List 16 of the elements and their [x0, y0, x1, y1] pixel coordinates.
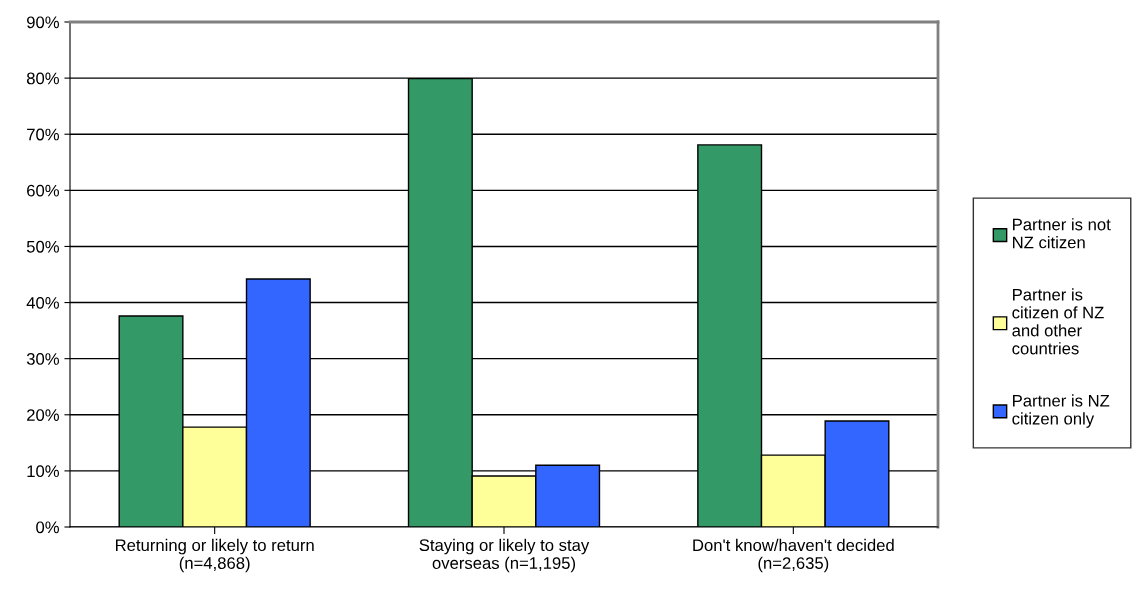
- y-tick-label: 80%: [26, 72, 59, 85]
- y-tick-label: 20%: [27, 409, 59, 421]
- y-tick-label: 70%: [27, 128, 59, 141]
- y-tick-label: 30%: [26, 353, 59, 365]
- y-tick-label: 10%: [27, 465, 59, 478]
- x-tick-label: Staying or likely to stay overseas (n=1,195): [419, 538, 590, 573]
- y-tick-label: 60%: [27, 184, 59, 197]
- y-tick-label: 0%: [36, 521, 59, 534]
- y-tick-label: 90%: [27, 16, 59, 29]
- legend-label: Partner is citizen of NZ and other countries: [1012, 288, 1104, 355]
- y-tick-label: 40%: [26, 296, 59, 309]
- y-tick-label: 50%: [26, 240, 59, 253]
- x-tick-label: Returning or likely to return (n=4,868): [116, 538, 314, 573]
- legend-label: Partner is not NZ citizen: [1013, 218, 1111, 249]
- x-tick-label: Don't know/haven't decided (n=2,635): [693, 538, 894, 573]
- legend-label: Partner is NZ citizen only: [1012, 394, 1110, 428]
